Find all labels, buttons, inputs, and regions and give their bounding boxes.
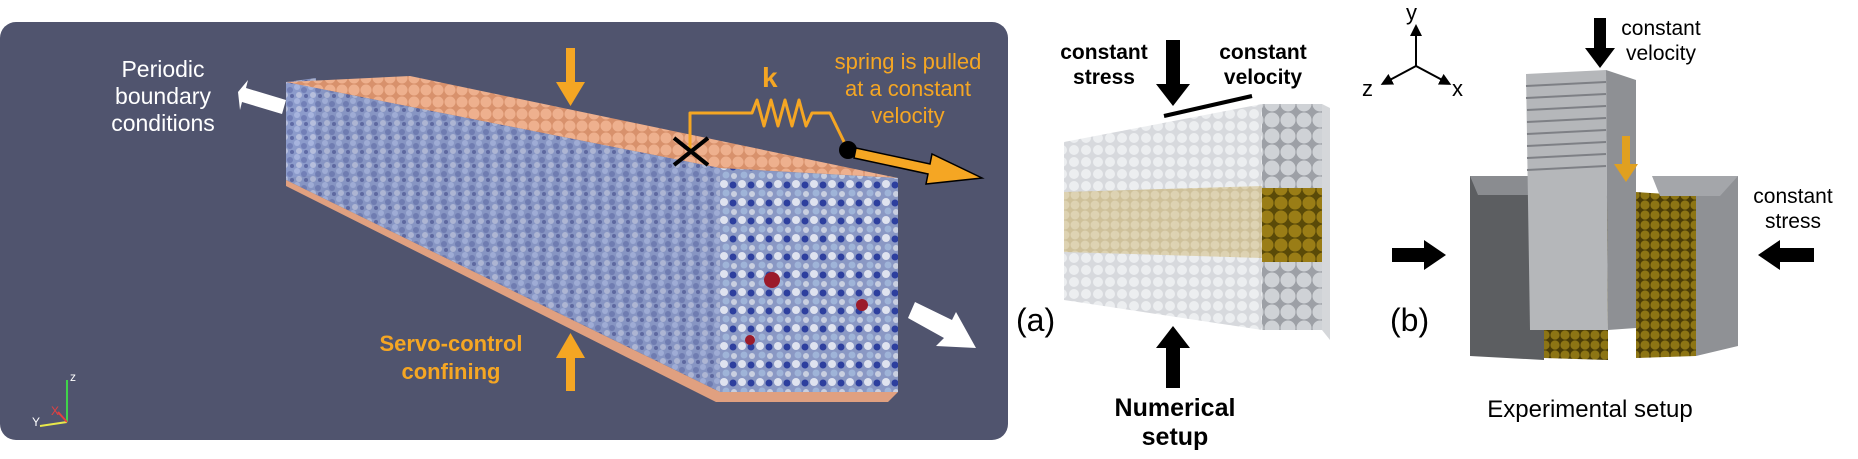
pull-point-icon [839,141,857,159]
periodic-right-arrow-icon [908,302,976,348]
particle [856,299,868,311]
bottom-stress-arrow-icon [1156,326,1190,388]
right-gouge-layer [1636,192,1696,358]
right-block [1696,176,1738,356]
right-block-top [1652,176,1738,196]
pull-arrow-icon [853,147,985,185]
xyz-axes-icon [1380,24,1452,85]
top-particle-layer [286,76,898,178]
particle [764,272,780,288]
constant-stress-arrow-icon [1156,40,1190,106]
particle [745,335,755,345]
exp-velocity-arrow-icon [1585,18,1615,68]
exp-left-stress-arrow-icon [1392,240,1446,270]
box-side-face [286,82,720,392]
central-piston [1526,70,1608,330]
simulation-panel [0,22,1008,440]
bottom-confining-arrow-icon [556,333,585,391]
exp-right-stress-arrow-icon [1758,240,1814,270]
box-front-face [720,168,898,392]
constant-velocity-line-icon [1163,94,1253,118]
piston-ridges [1525,81,1607,171]
y-axis-line [39,421,68,427]
numerical-setup-panel [1064,40,1330,388]
central-piston-side [1606,70,1636,330]
experimental-setup-panel [1380,18,1814,360]
fixed-end-x-icon [672,136,710,167]
sample-gouge-layer [1064,186,1262,258]
spring-icon [688,98,850,151]
exp-inner-arrow-icon [1614,136,1638,182]
periodic-left-arrow-icon [238,80,286,114]
sample-front-gouge [1262,188,1322,262]
x-axis-line [57,411,68,423]
sample-front-edge [1322,104,1330,340]
top-confining-arrow-icon [556,48,585,106]
axis-triad [39,380,68,427]
